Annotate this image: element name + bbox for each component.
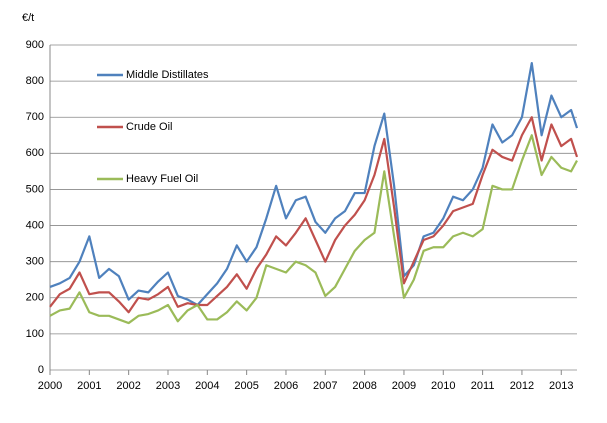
series-line — [49, 116, 579, 314]
y-tick-label: 0 — [38, 364, 44, 376]
x-tick-label: 2003 — [156, 380, 180, 392]
x-tick-label: 2009 — [392, 380, 416, 392]
x-tick-label: 2002 — [116, 380, 140, 392]
x-tick-label: 2000 — [38, 380, 62, 392]
x-tick-label: 2013 — [549, 380, 573, 392]
y-tick-label: 600 — [26, 147, 44, 159]
y-axis-label: €/t — [22, 12, 34, 24]
x-tick-label: 2010 — [431, 380, 455, 392]
series-line — [49, 61, 579, 307]
y-tick-label: 800 — [26, 75, 44, 87]
y-tick-label: 700 — [26, 111, 44, 123]
x-tick-label: 2007 — [313, 380, 337, 392]
legend-label: Heavy Fuel Oil — [126, 173, 198, 185]
x-tick-label: 2005 — [234, 380, 258, 392]
y-tick-label: 900 — [26, 39, 44, 51]
x-tick-label: 2001 — [77, 380, 101, 392]
x-tick-label: 2004 — [195, 380, 219, 392]
y-tick-label: 200 — [26, 292, 44, 304]
y-tick-label: 500 — [26, 183, 44, 195]
x-tick-label: 2011 — [471, 380, 495, 392]
y-tick-label: 400 — [26, 219, 44, 231]
legend-label: Middle Distillates — [126, 69, 209, 81]
x-tick-label: 2008 — [352, 380, 376, 392]
series-line — [49, 134, 578, 325]
legend-label: Crude Oil — [126, 121, 172, 133]
x-tick-label: 2012 — [510, 380, 534, 392]
x-tick-label: 2006 — [274, 380, 298, 392]
y-tick-label: 300 — [26, 256, 44, 268]
y-tick-label: 100 — [26, 328, 44, 340]
